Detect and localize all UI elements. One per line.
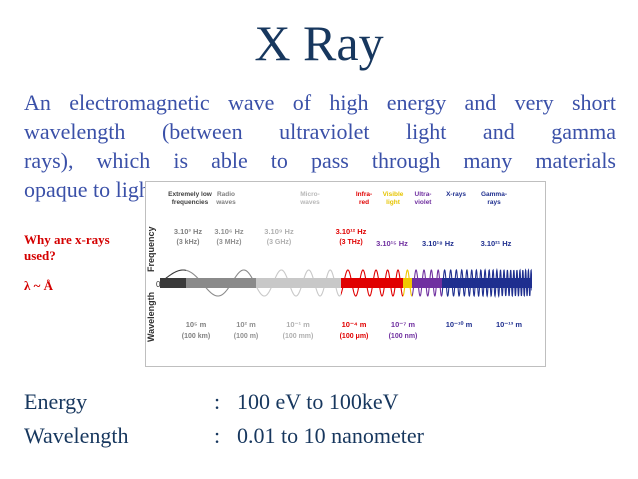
spectrum-band-bar: [186, 278, 256, 288]
spectrum-band-bar: [341, 278, 403, 288]
spectrum-band-bar: [403, 278, 412, 288]
wavelength-label: 10⁻¹³ m: [496, 320, 522, 329]
band-label: Extremely low: [168, 191, 213, 198]
wavelength-sublabel: (100 μm): [340, 333, 369, 340]
slide-title: X Ray: [254, 15, 384, 71]
band-label: Ultra-: [415, 191, 432, 198]
band-label: waves: [299, 199, 320, 206]
wavelength-sublabel: (100 m): [234, 333, 259, 340]
band-label: Radio: [217, 191, 235, 198]
wavelength-label: 10⁻¹ m: [286, 320, 310, 329]
wavelength-sublabel: (100 km): [182, 333, 210, 340]
side-question: Why are x-rays used?: [24, 232, 110, 263]
wavelength-label: 10⁵ m: [186, 320, 207, 329]
wavelength-sublabel: (100 mm): [283, 333, 314, 340]
intro-line: wavelength (between ultraviolet light an…: [24, 119, 616, 144]
intro-line: opaque to light.: [24, 177, 162, 202]
intro-line: An electromagnetic wave of high energy a…: [24, 90, 616, 115]
property-separator: :: [214, 423, 221, 448]
spectrum-band-bar: [442, 278, 532, 288]
frequency-axis-label: Frequency: [146, 226, 156, 272]
frequency-label: 3.10¹⁵ Hz: [376, 239, 408, 248]
band-label: violet: [415, 199, 433, 206]
band-label: light: [386, 199, 401, 206]
frequency-sublabel: (3 MHz): [217, 239, 242, 246]
band-label: X-rays: [446, 191, 466, 198]
frequency-label: 3.10²¹ Hz: [481, 239, 512, 248]
intro-paragraph: An electromagnetic wave of high energy a…: [24, 88, 616, 204]
property-value: 100 eV to 100keV: [237, 389, 399, 414]
frequency-label: 3.10¹² Hz: [336, 227, 367, 236]
em-spectrum-diagram: Frequency Wavelength 0 Extremely low freq…: [145, 181, 546, 367]
frequency-label: 3.10⁶ Hz: [214, 227, 244, 236]
property-separator: :: [214, 389, 221, 414]
frequency-label: 3.10¹⁸ Hz: [422, 239, 454, 248]
property-label: Energy: [24, 389, 88, 414]
spectrum-wave: [186, 269, 256, 297]
lambda-note: λ ~ Å: [24, 278, 54, 293]
property-value: 0.01 to 10 nanometer: [237, 423, 424, 448]
frequency-sublabel: (3 THz): [339, 239, 362, 246]
band-label: waves: [215, 199, 236, 206]
em-spectrum-svg: Frequency Wavelength 0 Extremely lowfreq…: [146, 191, 532, 342]
spectrum-band-bar: [256, 278, 341, 288]
axis-zero-label: 0: [156, 280, 161, 289]
spectrum-band-bar: [160, 278, 186, 288]
wavelength-sublabel: (100 nm): [389, 333, 418, 340]
band-label: frequencies: [172, 199, 209, 206]
band-label: Gamma-: [481, 191, 507, 198]
wavelength-label: 10⁻⁴ m: [342, 320, 367, 329]
spectrum-wave: [341, 269, 403, 297]
property-label: Wavelength: [24, 423, 129, 448]
band-label: Micro-: [300, 191, 320, 198]
frequency-sublabel: (3 kHz): [177, 239, 200, 246]
wavelength-label: 10⁻¹⁰ m: [446, 320, 473, 329]
band-label: red: [359, 199, 369, 206]
wavelength-label: 10⁻⁷ m: [391, 320, 415, 329]
band-label: Visible: [383, 191, 404, 198]
frequency-label: 3.10⁹ Hz: [264, 227, 294, 236]
band-label: rays: [487, 199, 501, 206]
wavelength-axis-label: Wavelength: [146, 292, 156, 342]
wavelength-label: 10² m: [236, 320, 256, 329]
spectrum-wave: [442, 267, 532, 299]
frequency-label: 3.10³ Hz: [174, 227, 203, 236]
band-label: Infra-: [356, 191, 372, 198]
spectrum-band-bar: [412, 278, 442, 288]
intro-line: rays), which is able to pass through man…: [24, 148, 616, 173]
frequency-sublabel: (3 GHz): [267, 239, 292, 246]
